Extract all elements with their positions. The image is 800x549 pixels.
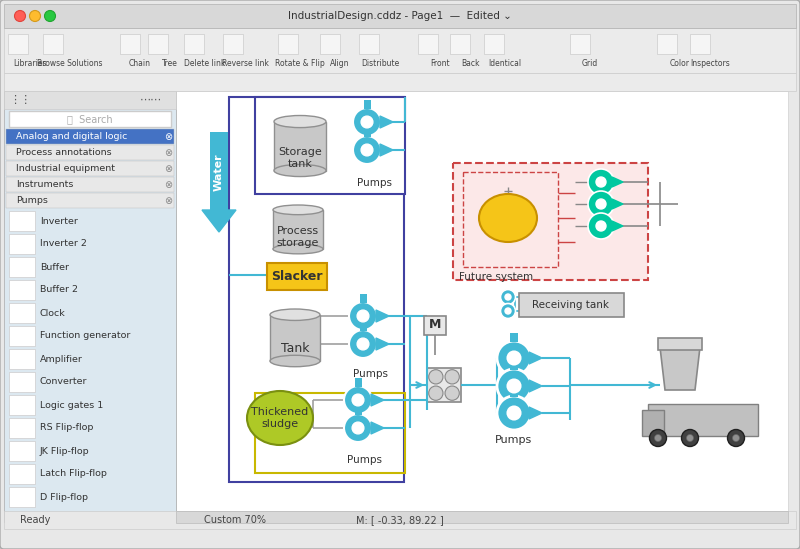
- FancyBboxPatch shape: [354, 378, 362, 387]
- Text: Process
storage: Process storage: [277, 226, 319, 248]
- Circle shape: [344, 414, 372, 442]
- Circle shape: [357, 338, 369, 350]
- Circle shape: [361, 144, 373, 156]
- Text: RS Flip-flop: RS Flip-flop: [40, 423, 94, 433]
- Text: 🔍  Search: 🔍 Search: [67, 114, 113, 124]
- Ellipse shape: [274, 115, 326, 127]
- FancyBboxPatch shape: [9, 464, 35, 484]
- FancyBboxPatch shape: [9, 280, 35, 300]
- Circle shape: [501, 304, 515, 318]
- Text: Storage
tank: Storage tank: [278, 147, 322, 169]
- FancyBboxPatch shape: [9, 418, 35, 438]
- FancyBboxPatch shape: [9, 111, 171, 127]
- Text: ⊗: ⊗: [164, 148, 172, 158]
- Polygon shape: [380, 116, 393, 128]
- Text: ⊗: ⊗: [164, 164, 172, 173]
- FancyBboxPatch shape: [184, 34, 204, 54]
- Circle shape: [505, 308, 511, 314]
- FancyBboxPatch shape: [4, 4, 796, 28]
- FancyBboxPatch shape: [210, 132, 228, 210]
- Text: Buffer: Buffer: [40, 262, 69, 272]
- Polygon shape: [202, 210, 236, 232]
- Text: Inverter 2: Inverter 2: [40, 239, 87, 249]
- FancyBboxPatch shape: [6, 161, 174, 176]
- FancyBboxPatch shape: [43, 34, 63, 54]
- FancyBboxPatch shape: [359, 34, 379, 54]
- Text: Receiving tank: Receiving tank: [533, 300, 610, 310]
- FancyBboxPatch shape: [9, 349, 35, 369]
- Text: ⋮⋮: ⋮⋮: [9, 95, 31, 105]
- Polygon shape: [376, 338, 389, 350]
- FancyBboxPatch shape: [9, 395, 35, 415]
- Circle shape: [344, 386, 372, 414]
- Polygon shape: [371, 422, 384, 434]
- Circle shape: [686, 434, 694, 441]
- Text: Function generator: Function generator: [40, 332, 130, 340]
- Text: Color: Color: [670, 59, 690, 68]
- FancyBboxPatch shape: [9, 303, 35, 323]
- Text: Pumps: Pumps: [358, 178, 393, 188]
- Circle shape: [445, 386, 459, 400]
- FancyBboxPatch shape: [510, 388, 518, 397]
- Text: Libraries: Libraries: [14, 59, 46, 68]
- Text: Latch Flip-flop: Latch Flip-flop: [40, 469, 107, 479]
- Text: Pumps: Pumps: [347, 455, 382, 465]
- Circle shape: [14, 10, 26, 21]
- Circle shape: [349, 302, 377, 330]
- Circle shape: [429, 369, 443, 384]
- FancyBboxPatch shape: [510, 333, 518, 342]
- Circle shape: [349, 330, 377, 358]
- FancyBboxPatch shape: [450, 34, 470, 54]
- Text: IndustrialDesign.cddz - Page1  —  Edited ⌄: IndustrialDesign.cddz - Page1 — Edited ⌄: [288, 11, 512, 21]
- Text: Pumps: Pumps: [353, 369, 387, 379]
- FancyBboxPatch shape: [648, 404, 758, 436]
- FancyBboxPatch shape: [4, 91, 176, 522]
- Circle shape: [507, 379, 521, 393]
- Circle shape: [30, 10, 41, 21]
- Polygon shape: [660, 347, 700, 390]
- Text: JK Flip-flop: JK Flip-flop: [40, 446, 90, 456]
- FancyBboxPatch shape: [6, 145, 174, 160]
- Text: Water: Water: [214, 153, 224, 191]
- FancyBboxPatch shape: [9, 211, 35, 231]
- FancyBboxPatch shape: [223, 34, 243, 54]
- FancyBboxPatch shape: [658, 338, 702, 350]
- Circle shape: [507, 406, 521, 419]
- FancyBboxPatch shape: [354, 406, 362, 415]
- Circle shape: [596, 199, 606, 209]
- Circle shape: [45, 10, 55, 21]
- FancyBboxPatch shape: [418, 34, 438, 54]
- Text: Thickened
sludge: Thickened sludge: [251, 407, 309, 429]
- Text: Pumps: Pumps: [495, 435, 533, 445]
- Text: Process annotations: Process annotations: [16, 148, 112, 157]
- Circle shape: [352, 394, 364, 406]
- Polygon shape: [529, 407, 542, 419]
- FancyBboxPatch shape: [427, 368, 461, 402]
- FancyBboxPatch shape: [484, 34, 504, 54]
- Circle shape: [361, 116, 373, 128]
- Text: Future system: Future system: [459, 272, 533, 282]
- Ellipse shape: [270, 355, 320, 367]
- Text: Back: Back: [461, 59, 479, 68]
- FancyBboxPatch shape: [6, 129, 174, 144]
- Circle shape: [596, 221, 606, 231]
- Text: Front: Front: [430, 59, 450, 68]
- Text: ⊗: ⊗: [164, 132, 172, 142]
- FancyBboxPatch shape: [255, 97, 405, 194]
- FancyBboxPatch shape: [9, 487, 35, 507]
- FancyBboxPatch shape: [270, 315, 320, 361]
- Circle shape: [507, 351, 521, 365]
- Text: Clock: Clock: [40, 309, 66, 317]
- FancyBboxPatch shape: [9, 257, 35, 277]
- Polygon shape: [371, 394, 384, 406]
- Text: Custom 70%: Custom 70%: [204, 515, 266, 525]
- FancyBboxPatch shape: [176, 91, 788, 511]
- FancyBboxPatch shape: [642, 410, 664, 436]
- Text: Buffer 2: Buffer 2: [40, 285, 78, 294]
- FancyBboxPatch shape: [274, 121, 326, 171]
- Circle shape: [497, 341, 531, 375]
- Text: M: M: [429, 318, 441, 332]
- FancyBboxPatch shape: [8, 34, 28, 54]
- Circle shape: [445, 369, 459, 384]
